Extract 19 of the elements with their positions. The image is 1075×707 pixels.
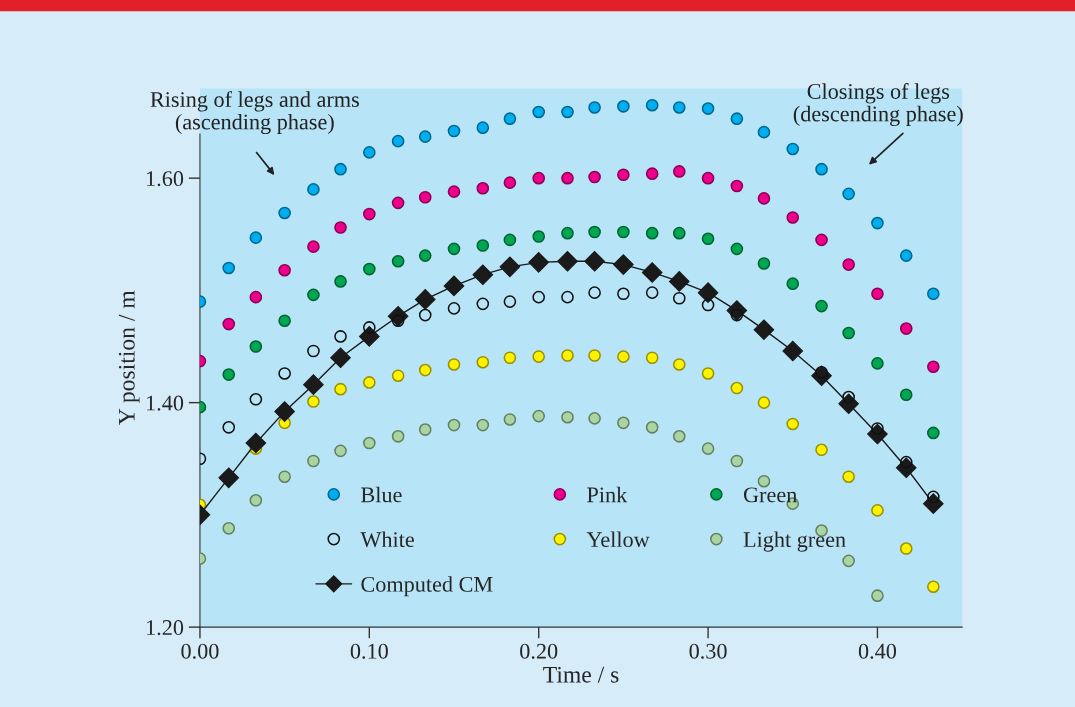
legend-label: White [360, 531, 414, 548]
y-axis-title: Y position / m [118, 290, 140, 425]
legend-label: Light green [743, 531, 846, 552]
x-axis-title: Time / s [543, 666, 619, 683]
y-tick-label: 1.60 [147, 171, 184, 187]
x-tick-label: 0.40 [858, 643, 897, 659]
x-tick-label: 0.00 [181, 643, 219, 659]
annotation: Closings of legs (descending phase) [793, 83, 963, 127]
legend-label: Computed CM [361, 576, 493, 597]
annotation: Rising of legs and arms (ascending phase) [150, 91, 359, 135]
y-tick-label: 1.40 [147, 395, 184, 411]
legend-label: Yellow [586, 531, 650, 548]
legend-label: Green [743, 487, 797, 503]
x-tick-label: 0.10 [350, 643, 388, 659]
x-tick-label: 0.30 [689, 643, 727, 659]
x-tick-label: 0.20 [520, 643, 558, 659]
legend-label: Pink [587, 486, 628, 503]
legend-label: Blue [361, 486, 402, 503]
y-tick-label: 1.20 [147, 620, 184, 636]
